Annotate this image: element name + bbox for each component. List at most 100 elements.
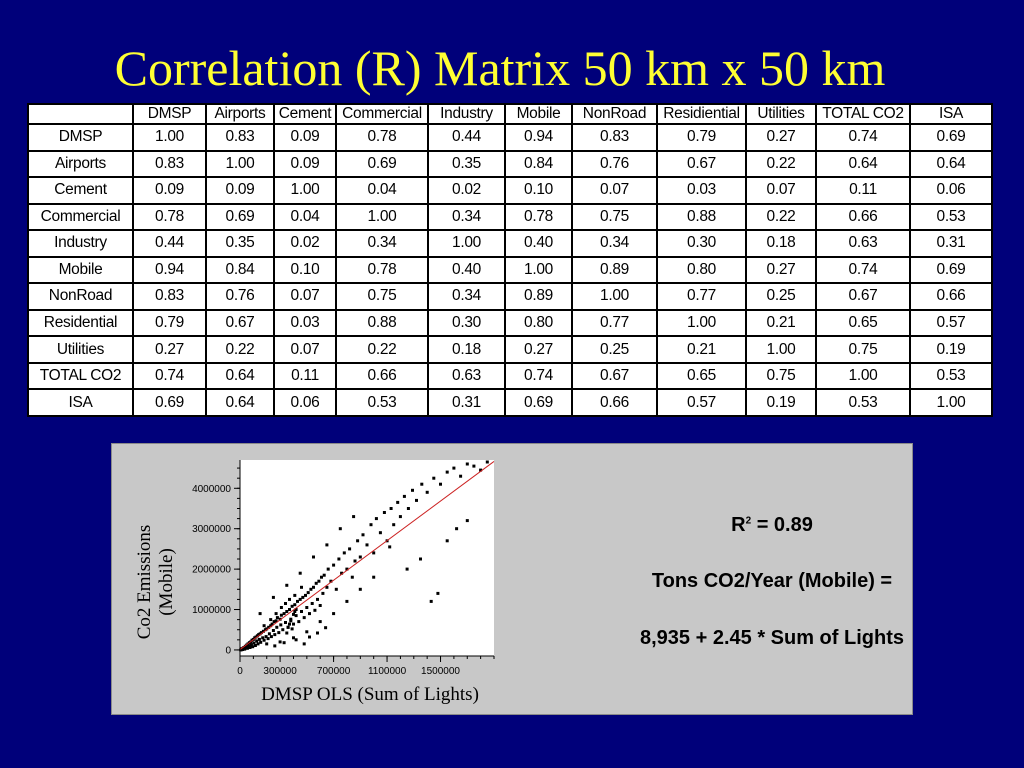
scatter-point bbox=[415, 498, 418, 502]
matrix-cell: 0.74 bbox=[815, 123, 911, 152]
scatter-point bbox=[353, 559, 357, 563]
scatter-point bbox=[332, 612, 336, 616]
matrix-cell: 0.11 bbox=[273, 361, 337, 391]
correlation-matrix: DMSP Airports Cement Commercial Industry Mobi… bbox=[27, 103, 993, 417]
scatter-point bbox=[314, 581, 318, 585]
scatter-point bbox=[378, 531, 382, 535]
matrix-row-header: Utilities bbox=[27, 335, 134, 364]
scatter-point bbox=[294, 614, 298, 618]
scatter-point bbox=[245, 646, 249, 650]
matrix-cell: 0.64 bbox=[205, 388, 275, 417]
scatter-point bbox=[269, 635, 273, 639]
scatter-point bbox=[317, 579, 321, 583]
matrix-cell: 0.89 bbox=[571, 255, 658, 285]
matrix-cell: 0.34 bbox=[427, 282, 506, 311]
scatter-point bbox=[247, 644, 251, 648]
matrix-cell: 0.77 bbox=[571, 308, 658, 338]
scatter-point bbox=[289, 617, 293, 621]
scatter-point bbox=[369, 523, 373, 527]
scatter-point bbox=[302, 616, 306, 620]
scatter-point bbox=[318, 604, 322, 607]
matrix-cell: 0.79 bbox=[132, 308, 207, 338]
scatter-point bbox=[272, 620, 276, 624]
y-tick-label: 1000000 bbox=[192, 605, 231, 616]
matrix-column-header: Mobile bbox=[504, 103, 573, 125]
matrix-cell: 0.78 bbox=[132, 202, 207, 232]
scatter-point bbox=[273, 633, 277, 637]
scatter-point bbox=[350, 575, 354, 579]
matrix-cell: 0.07 bbox=[571, 176, 658, 205]
scatter-point bbox=[294, 608, 298, 611]
matrix-column-header: ISA bbox=[909, 103, 993, 125]
scatter-point bbox=[279, 613, 283, 617]
scatter-point bbox=[255, 639, 259, 643]
matrix-cell: 1.00 bbox=[745, 335, 817, 364]
matrix-cell: 1.00 bbox=[815, 361, 911, 391]
matrix-row: Airports 0.83 1.00 0.09 0.69 0.35 0.84 0.76 0.67… bbox=[27, 149, 993, 179]
matrix-cell: 0.75 bbox=[815, 335, 911, 364]
matrix-cell: 0.78 bbox=[335, 255, 429, 285]
matrix-cell: 0.02 bbox=[427, 176, 506, 205]
scatter-point bbox=[293, 603, 297, 607]
matrix-row-header: Airports bbox=[27, 149, 134, 179]
scatter-point bbox=[271, 629, 275, 632]
matrix-cell: 0.40 bbox=[504, 229, 573, 258]
matrix-row: DMSP 1.00 0.83 0.09 0.78 0.44 0.94 0.83 0.79 0.27… bbox=[27, 123, 993, 152]
matrix-cell: 0.27 bbox=[745, 123, 817, 152]
matrix-column-header: Cement bbox=[273, 103, 337, 125]
scatter-point bbox=[345, 567, 349, 571]
matrix-cell: 0.31 bbox=[427, 388, 506, 417]
scatter-point bbox=[256, 642, 260, 646]
matrix-corner-cell bbox=[27, 103, 134, 125]
matrix-cell: 0.34 bbox=[571, 229, 658, 258]
matrix-cell: 1.00 bbox=[909, 388, 993, 417]
matrix-cell: 0.66 bbox=[815, 202, 911, 232]
matrix-cell: 0.07 bbox=[273, 282, 337, 311]
matrix-cell: 0.67 bbox=[205, 308, 275, 338]
matrix-cell: 0.77 bbox=[656, 282, 747, 311]
matrix-cell: 0.66 bbox=[335, 361, 429, 391]
scatter-point bbox=[285, 610, 289, 613]
scatter-point bbox=[248, 646, 252, 649]
scatter-point bbox=[472, 464, 476, 468]
matrix-cell: 0.25 bbox=[745, 282, 817, 311]
scatter-point bbox=[292, 622, 295, 626]
matrix-cell: 0.57 bbox=[909, 308, 993, 338]
scatter-point bbox=[257, 637, 261, 641]
matrix-cell: 0.69 bbox=[909, 255, 993, 285]
matrix-cell: 0.11 bbox=[815, 176, 911, 205]
matrix-cell: 0.19 bbox=[909, 335, 993, 364]
scatter-point bbox=[348, 547, 352, 551]
scatter-point bbox=[465, 462, 469, 466]
scatter-point bbox=[258, 612, 262, 616]
scatter-plot: 0 1000000 2000000 3000000 4000000 0 300000 7000… bbox=[134, 460, 495, 705]
matrix-cell: 0.06 bbox=[273, 388, 337, 417]
regression-line bbox=[239, 461, 495, 650]
scatter-point bbox=[293, 610, 297, 613]
matrix-cell: 0.53 bbox=[909, 202, 993, 232]
matrix-cell: 0.88 bbox=[335, 308, 429, 338]
matrix-cell: 0.34 bbox=[335, 229, 429, 258]
scatter-point bbox=[298, 597, 302, 601]
matrix-cell: 0.06 bbox=[909, 176, 993, 205]
matrix-cell: 0.83 bbox=[132, 149, 207, 179]
scatter-point bbox=[429, 599, 433, 603]
matrix-cell: 0.74 bbox=[504, 361, 573, 391]
scatter-point bbox=[262, 624, 266, 628]
matrix-cell: 0.78 bbox=[335, 123, 429, 152]
matrix-cell: 0.04 bbox=[335, 176, 429, 205]
scatter-point bbox=[294, 638, 298, 642]
scatter-point bbox=[284, 602, 287, 605]
page-title: Correlation (R) Matrix 50 km x 50 km bbox=[114, 40, 886, 96]
matrix-cell: 0.63 bbox=[427, 361, 506, 391]
matrix-row-header: Residential bbox=[27, 308, 134, 338]
scatter-point bbox=[281, 628, 285, 632]
scatter-point bbox=[293, 593, 297, 597]
matrix-cell: 0.44 bbox=[132, 229, 207, 258]
scatter-point bbox=[389, 507, 393, 510]
scatter-point bbox=[402, 494, 406, 498]
y-axis-label-line2: (Mobile) bbox=[156, 548, 177, 616]
matrix-column-header: Industry bbox=[427, 103, 506, 125]
scatter-point bbox=[485, 460, 489, 464]
regression-panel: 0 1000000 2000000 3000000 4000000 0 300000 7000… bbox=[111, 443, 913, 715]
